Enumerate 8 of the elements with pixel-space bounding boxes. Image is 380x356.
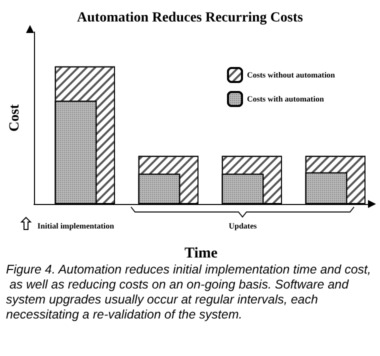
x-tick-label: Initial implementation <box>37 222 115 230</box>
legend-label: Costs with automation <box>246 94 324 104</box>
x-axis-title: Time <box>184 246 218 262</box>
caption: Figure 4. Automation reduces initial implementation time and cost, as well as reducing costs on an on-going basis. Software and system upgrades usually occur at regular intervals, each necessitating a re-validation of the system. <box>6 262 371 322</box>
legend-label: Costs without automation <box>246 70 336 80</box>
y-axis-title: Cost <box>8 104 22 132</box>
x-tick-label: Updates <box>228 222 257 230</box>
chart-title: Automation Reduces Recurring Costs <box>77 10 304 26</box>
